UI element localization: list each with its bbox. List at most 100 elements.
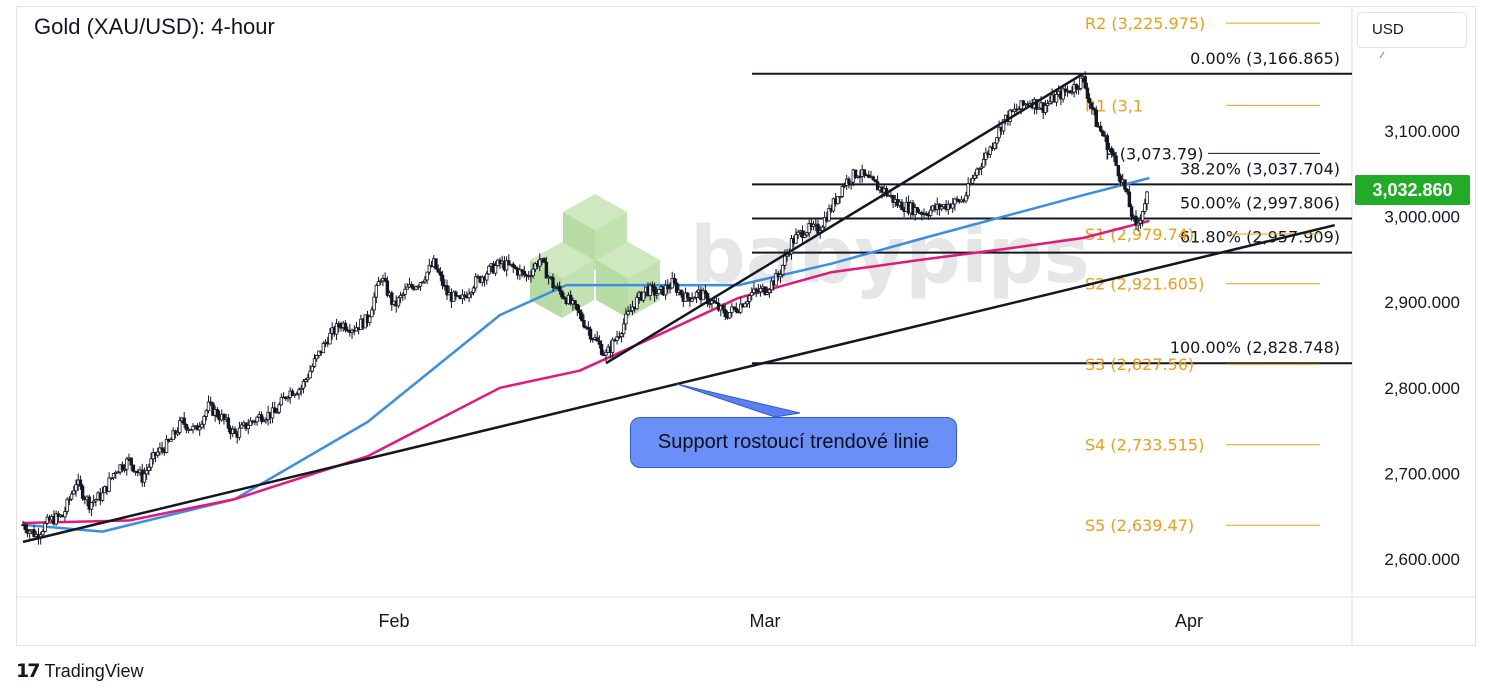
- candle-body: [783, 255, 787, 266]
- candle-body: [580, 312, 584, 321]
- currency-button[interactable]: USD: [1357, 12, 1467, 48]
- candle-body: [32, 529, 36, 537]
- candle-body: [1083, 76, 1087, 89]
- candle-body: [847, 178, 851, 184]
- candle-body: [175, 431, 180, 435]
- candle-body: [730, 306, 734, 313]
- candle-body: [1087, 98, 1092, 104]
- candle-body: [928, 209, 933, 216]
- candle-body: [951, 203, 955, 209]
- candle-body: [1037, 107, 1041, 110]
- candle-body: [277, 404, 281, 413]
- candle-body: [131, 464, 136, 472]
- candle-body: [1098, 125, 1103, 132]
- candle-body: [778, 274, 783, 278]
- candle-body: [1136, 222, 1140, 226]
- candle-body: [953, 198, 957, 205]
- candle-body: [765, 292, 769, 295]
- candle-body: [142, 473, 147, 483]
- y-tick-label: 2,900.000: [1384, 293, 1460, 312]
- candle-body: [544, 261, 549, 279]
- candle-body: [1123, 179, 1127, 190]
- candle-body: [43, 522, 47, 532]
- candle-body: [206, 401, 211, 412]
- candle-body: [1125, 189, 1129, 193]
- pivot-level-label: S4 (2,733.515): [1085, 436, 1204, 455]
- candle-body: [202, 416, 206, 425]
- fib-level-label: 50.00% (2,997.806): [1180, 193, 1340, 212]
- candle-body: [80, 485, 85, 499]
- candle-body: [553, 286, 557, 289]
- candle-body: [1105, 135, 1109, 150]
- candle-body: [416, 285, 420, 288]
- candle-body: [191, 425, 195, 431]
- candle-body: [513, 266, 518, 269]
- candle-body: [562, 296, 566, 300]
- candle-body: [557, 285, 562, 292]
- candle-body: [739, 303, 743, 313]
- candle-body: [1138, 219, 1143, 224]
- candle-body: [144, 470, 149, 475]
- tradingview-logo-icon: 𝟭𝟳: [16, 661, 40, 682]
- candle-body: [111, 473, 116, 479]
- candle-body: [215, 409, 220, 418]
- candle-body: [1090, 102, 1094, 109]
- candle-body: [27, 530, 32, 534]
- candle-body: [542, 258, 546, 263]
- candle-body: [1094, 109, 1098, 127]
- candle-body: [939, 206, 944, 210]
- candle-body: [438, 271, 443, 276]
- current-price-tag: 3,032.860: [1355, 175, 1470, 205]
- x-tick-label: Mar: [750, 611, 781, 631]
- candle-body: [474, 276, 478, 289]
- candle-body: [1114, 155, 1118, 166]
- candle-body: [1140, 211, 1145, 221]
- candle-body: [853, 169, 858, 178]
- candle-body: [560, 290, 564, 298]
- candle-body: [900, 201, 904, 211]
- candle-body: [403, 288, 407, 295]
- brand-footer[interactable]: 𝟭𝟳 TradingView: [16, 660, 144, 683]
- candle-body: [522, 270, 526, 276]
- candle-body: [648, 284, 652, 296]
- candle-body: [1127, 191, 1132, 208]
- candle-body: [460, 294, 465, 300]
- candle-body: [1112, 152, 1116, 157]
- candle-body: [299, 387, 303, 390]
- candle-body: [979, 166, 984, 169]
- candle-body: [436, 268, 440, 273]
- candle-body: [787, 253, 791, 256]
- candle-body: [727, 312, 732, 319]
- moving-average-line: [22, 219, 1150, 525]
- candle-body: [398, 295, 403, 299]
- candle-body: [222, 413, 226, 420]
- candle-body: [376, 281, 381, 286]
- candle-body: [41, 531, 45, 536]
- candle-body: [264, 419, 268, 422]
- candle-body: [390, 292, 394, 305]
- x-tick-label: Apr: [1175, 611, 1203, 631]
- candle-body: [538, 259, 542, 267]
- candle-body: [743, 303, 747, 308]
- candle-body: [836, 196, 840, 205]
- candle-body: [849, 181, 853, 184]
- candle-body: [694, 291, 699, 298]
- candle-body: [723, 309, 727, 318]
- y-tick-label: 2,800.000: [1384, 379, 1460, 398]
- candle-body: [827, 208, 831, 222]
- candle-body: [1048, 101, 1052, 105]
- candle-body: [575, 303, 579, 311]
- candle-body: [626, 310, 630, 315]
- candle-body: [767, 289, 772, 293]
- candle-body: [427, 264, 432, 273]
- candle-body: [701, 290, 705, 301]
- candle-body: [686, 292, 690, 299]
- candle-body: [246, 425, 250, 430]
- candle-body: [1070, 91, 1074, 94]
- candle-body: [871, 176, 875, 181]
- candle-body: [164, 439, 169, 453]
- candle-body: [1074, 84, 1079, 90]
- candle-body: [120, 464, 125, 470]
- candle-body: [621, 323, 626, 335]
- candle-body: [763, 286, 767, 295]
